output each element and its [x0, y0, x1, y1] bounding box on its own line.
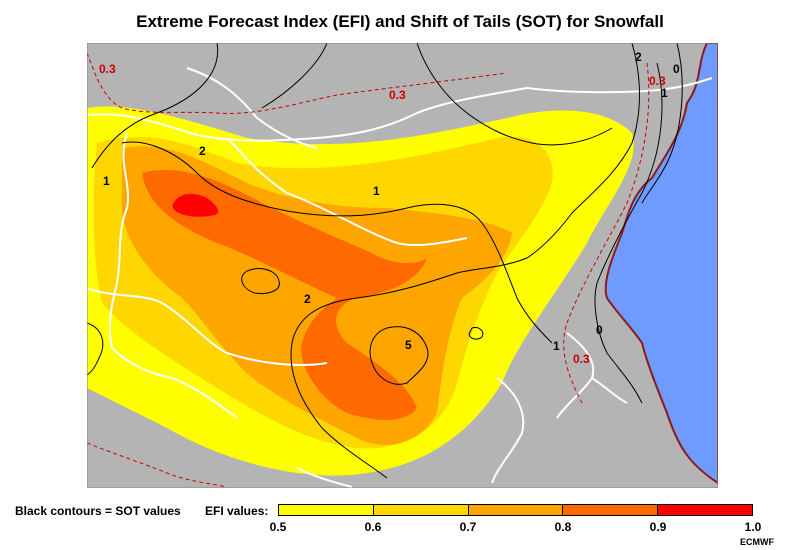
sot-label: 1 — [661, 86, 668, 100]
efi-tick-label: 1.0 — [744, 520, 762, 534]
sot-label: 2 — [635, 50, 642, 64]
sot-label: 0 — [673, 62, 680, 76]
efi-bin — [373, 505, 469, 515]
sot-legend-note: Black contours = SOT values — [15, 504, 181, 518]
sot-dashed-label: 0.3 — [99, 62, 116, 76]
efi-map: 1 2 1 2 5 1 0 2 1 0 0.3 0.3 0.3 0.3 — [87, 43, 718, 488]
sot-dashed-label: 0.3 — [649, 74, 666, 88]
sot-label: 5 — [405, 338, 412, 352]
efi-color-scale — [278, 504, 753, 516]
efi-legend-label: EFI values: — [205, 504, 269, 518]
sot-dashed-label: 0.3 — [573, 352, 590, 366]
efi-tick-label: 0.6 — [364, 520, 382, 534]
sot-label: 2 — [304, 292, 311, 306]
water-body — [604, 43, 718, 485]
sot-label: 1 — [553, 339, 560, 353]
efi-tick-label: 0.9 — [649, 520, 667, 534]
efi-region-0.8 — [142, 169, 427, 420]
sot-label: 1 — [103, 174, 110, 188]
contour-labels: 1 2 1 2 5 1 0 2 1 0 0.3 0.3 0.3 0.3 — [99, 50, 680, 366]
sot-label: 0 — [596, 323, 603, 337]
country-borders — [87, 67, 713, 488]
efi-bin — [563, 505, 659, 515]
sot-contours — [87, 43, 683, 479]
sot-label: 1 — [373, 184, 380, 198]
efi-bin — [468, 505, 564, 515]
sot-dashed-contours — [87, 52, 650, 488]
sot-label: 2 — [199, 144, 206, 158]
efi-tick-label: 0.5 — [269, 520, 287, 534]
credit-label: ECMWF — [740, 537, 774, 547]
chart-title: Extreme Forecast Index (EFI) and Shift o… — [136, 12, 664, 31]
sot-dashed-label: 0.3 — [389, 88, 406, 102]
efi-bin — [279, 505, 374, 515]
efi-tick-label: 0.8 — [554, 520, 572, 534]
efi-tick-label: 0.7 — [459, 520, 477, 534]
efi-bin — [658, 505, 752, 515]
efi-region-0.9 — [172, 193, 219, 217]
